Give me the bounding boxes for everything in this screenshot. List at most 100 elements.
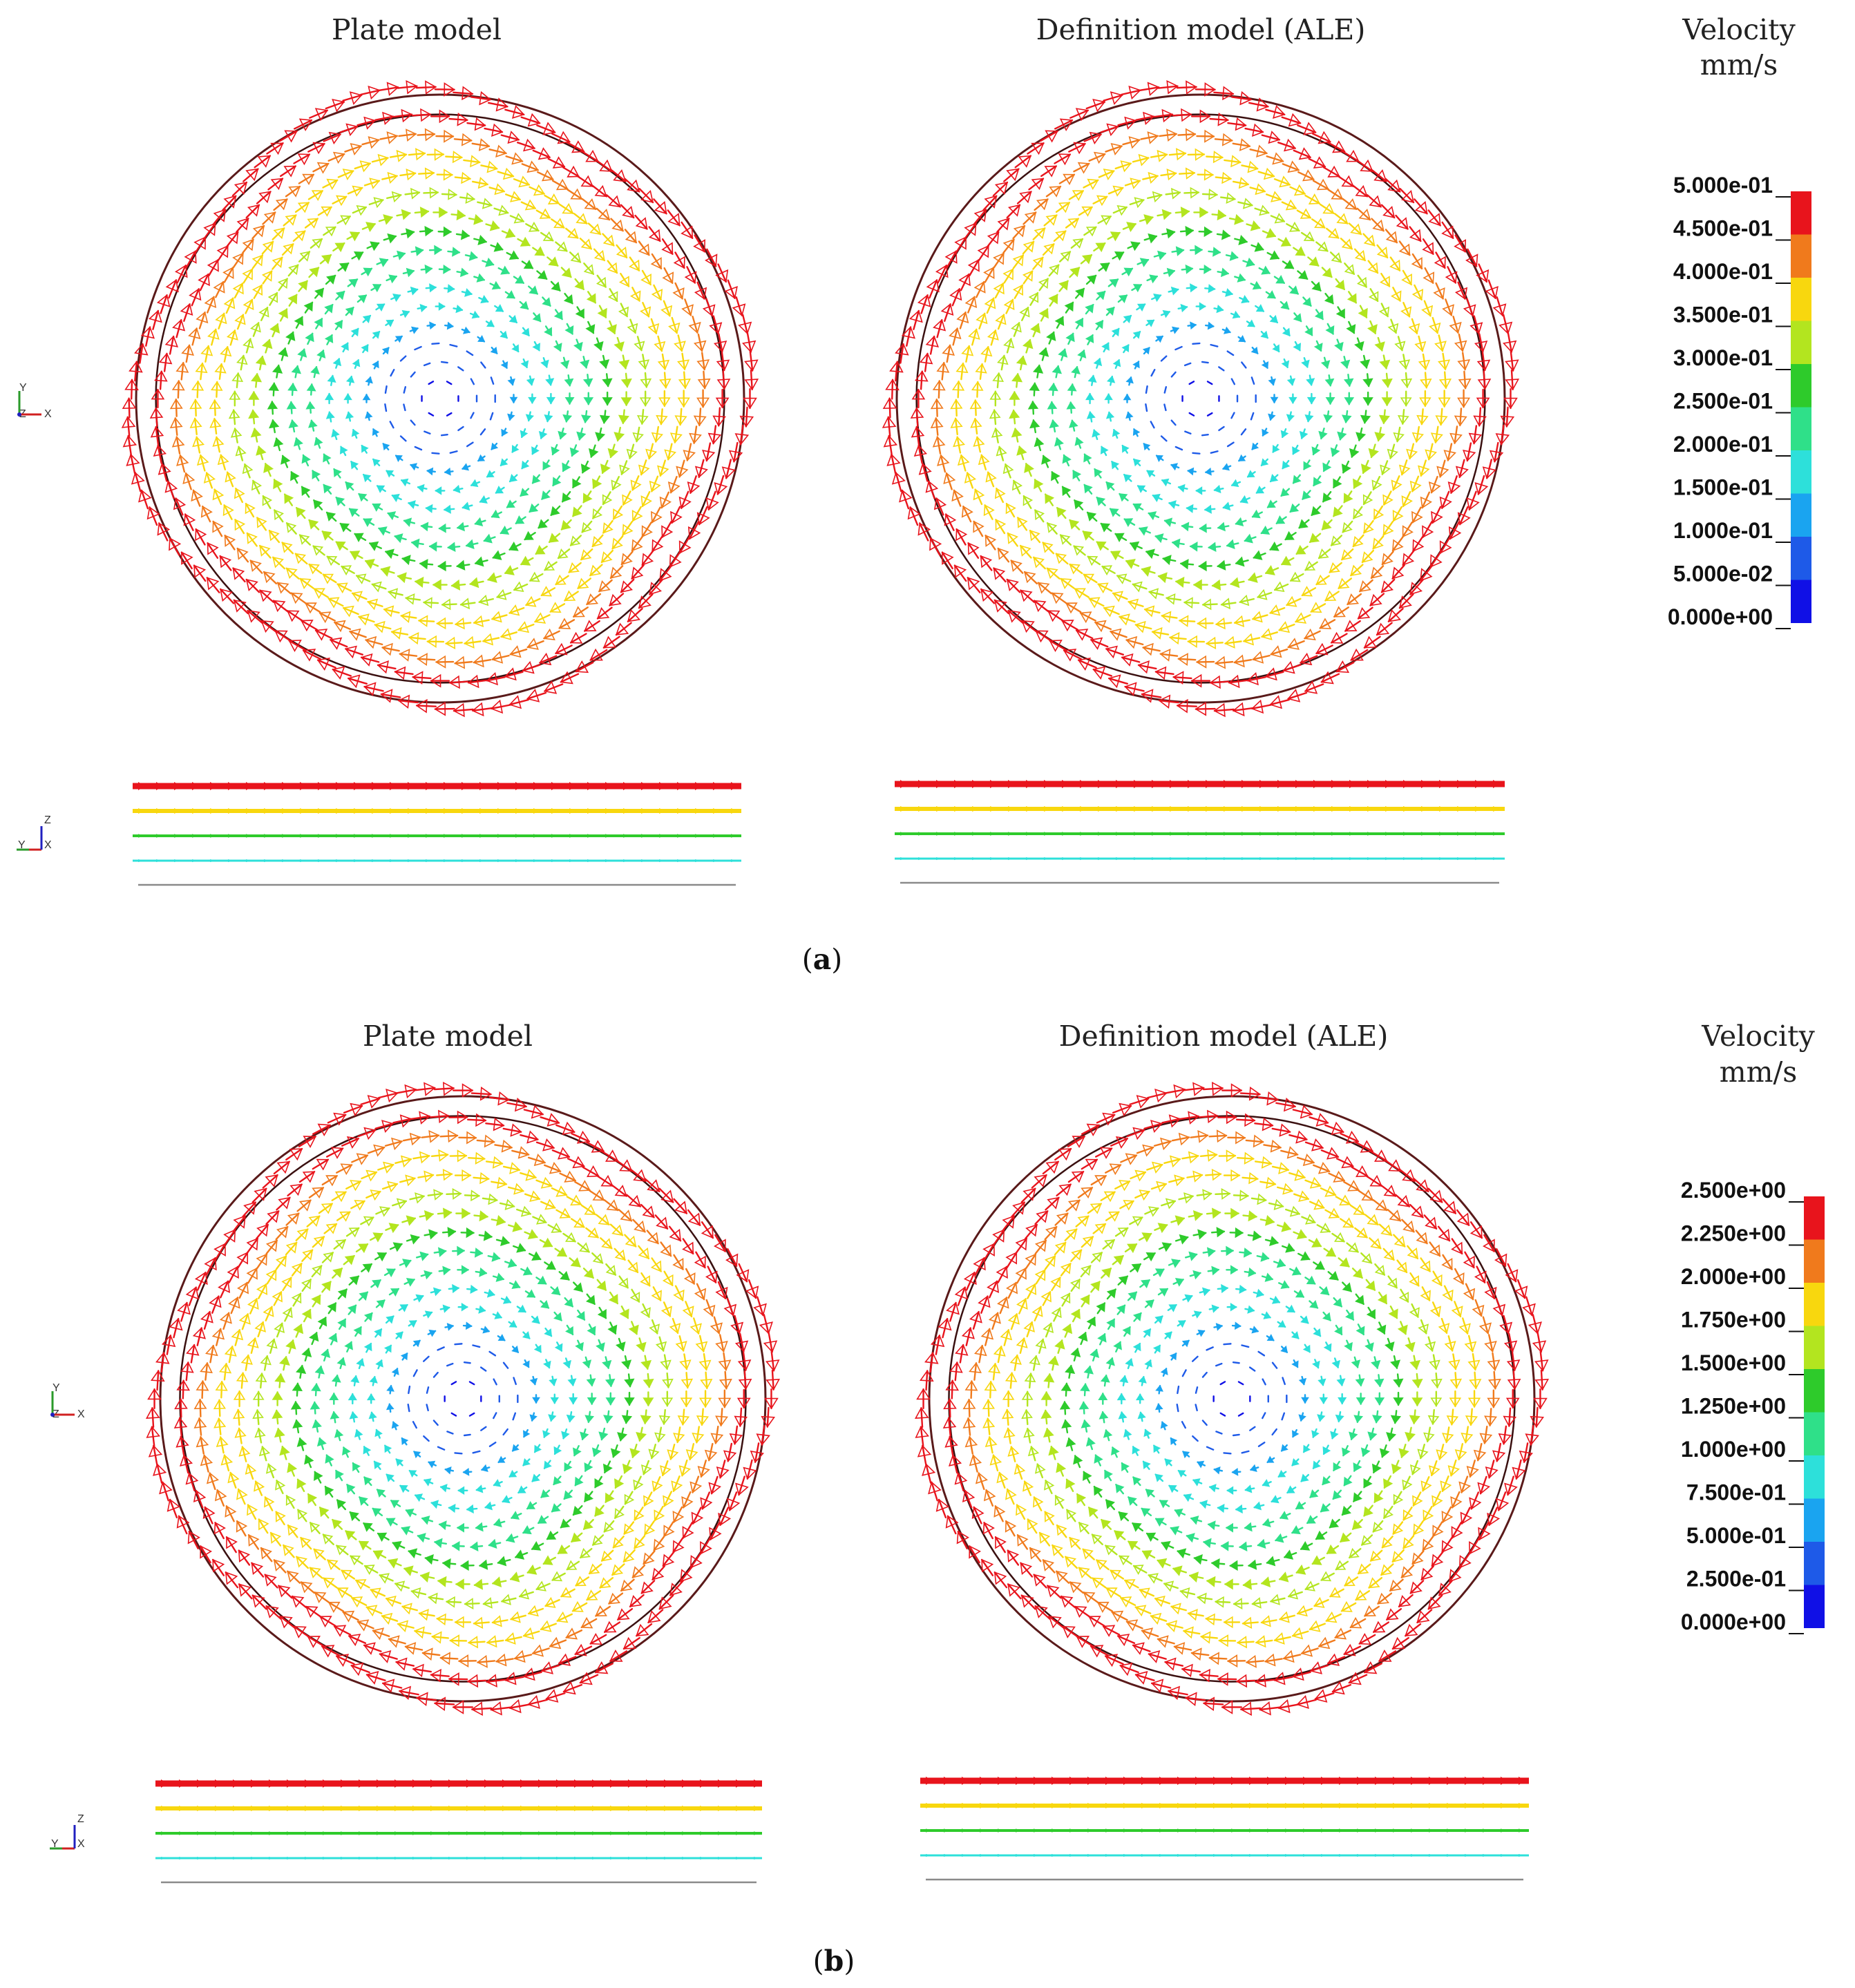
velocity-vector bbox=[298, 173, 315, 185]
velocity-vector bbox=[1042, 1559, 1056, 1574]
velocity-vector bbox=[1168, 148, 1187, 161]
velocity-vector bbox=[351, 1596, 368, 1608]
velocity-vector bbox=[192, 1327, 207, 1346]
velocity-vector bbox=[1096, 541, 1109, 551]
velocity-vector bbox=[639, 390, 651, 407]
velocity-vector bbox=[395, 1331, 403, 1340]
velocity-vector bbox=[279, 1445, 290, 1460]
velocity-vector bbox=[489, 280, 501, 290]
velocity-vector bbox=[567, 1156, 585, 1169]
side-arrowhead bbox=[695, 808, 702, 814]
velocity-vector bbox=[445, 151, 463, 164]
velocity-vector bbox=[1081, 1236, 1094, 1248]
velocity-vector bbox=[961, 505, 973, 523]
velocity-vector bbox=[1029, 1355, 1040, 1371]
velocity-vector bbox=[1224, 635, 1242, 649]
velocity-vector bbox=[1441, 221, 1454, 239]
side-arrowhead bbox=[1483, 1803, 1490, 1808]
velocity-vector bbox=[269, 419, 280, 434]
velocity-vector bbox=[1353, 475, 1363, 489]
velocity-vector bbox=[1242, 1210, 1258, 1222]
velocity-vector bbox=[1431, 1491, 1443, 1507]
velocity-vector bbox=[298, 1136, 316, 1149]
velocity-vector bbox=[1170, 419, 1177, 426]
velocity-vector bbox=[529, 571, 544, 582]
velocity-vector bbox=[475, 1522, 488, 1532]
side-arrowhead bbox=[497, 808, 504, 814]
velocity-vector bbox=[1360, 459, 1371, 475]
velocity-vector bbox=[1055, 202, 1071, 213]
velocity-vector bbox=[1401, 490, 1413, 508]
velocity-vector bbox=[539, 652, 558, 666]
velocity-vector bbox=[468, 1381, 475, 1386]
velocity-vector bbox=[362, 314, 372, 323]
velocity-vector bbox=[1323, 165, 1340, 178]
container-wall bbox=[159, 1095, 767, 1703]
velocity-vector bbox=[983, 267, 995, 283]
side-arrowhead bbox=[556, 1857, 563, 1860]
velocity-vector bbox=[1425, 443, 1438, 461]
side-arrowhead bbox=[936, 780, 943, 788]
velocity-vector bbox=[1329, 1587, 1344, 1598]
velocity-vector bbox=[1423, 1426, 1435, 1443]
velocity-vector bbox=[558, 1270, 570, 1281]
velocity-vector bbox=[524, 1289, 536, 1298]
velocity-vector bbox=[1257, 1538, 1271, 1549]
velocity-vector bbox=[1132, 1446, 1141, 1456]
velocity-vector bbox=[312, 1236, 325, 1248]
side-arrowhead bbox=[377, 1779, 383, 1788]
side-arrowhead bbox=[731, 834, 738, 838]
velocity-vector bbox=[1402, 522, 1414, 538]
velocity-vector bbox=[1297, 122, 1317, 135]
velocity-vector bbox=[557, 548, 571, 560]
velocity-vector bbox=[1249, 183, 1266, 195]
velocity-vector bbox=[246, 1267, 258, 1284]
velocity-vector bbox=[421, 1647, 441, 1661]
side-arrowhead bbox=[944, 1803, 951, 1808]
velocity-vector bbox=[1469, 1491, 1482, 1510]
velocity-vector bbox=[231, 181, 248, 197]
velocity-vector bbox=[366, 241, 380, 251]
velocity-vector bbox=[1181, 1369, 1187, 1377]
velocity-vector bbox=[1230, 378, 1236, 385]
velocity-vector bbox=[1040, 165, 1057, 178]
velocity-vector bbox=[254, 1480, 265, 1496]
velocity-vector bbox=[391, 493, 402, 502]
side-arrowhead bbox=[682, 1806, 689, 1811]
velocity-vector bbox=[1038, 1531, 1051, 1547]
velocity-vector bbox=[614, 1475, 625, 1489]
velocity-vector bbox=[1110, 551, 1124, 561]
velocity-vector bbox=[1017, 517, 1028, 531]
velocity-vector bbox=[1043, 1427, 1054, 1443]
velocity-vector bbox=[1418, 459, 1430, 477]
velocity-vector bbox=[992, 372, 1005, 389]
velocity-vector bbox=[573, 606, 589, 618]
velocity-vector bbox=[1260, 525, 1273, 535]
velocity-vector bbox=[524, 1190, 541, 1202]
side-arrowhead bbox=[300, 782, 307, 790]
velocity-vector bbox=[577, 175, 594, 187]
velocity-vector bbox=[1438, 1317, 1450, 1335]
velocity-vector bbox=[1262, 428, 1269, 437]
side-arrowhead bbox=[1321, 1828, 1328, 1833]
velocity-vector bbox=[638, 1245, 650, 1260]
velocity-vector bbox=[486, 671, 506, 686]
velocity-vector bbox=[1319, 618, 1336, 629]
velocity-vector bbox=[515, 515, 526, 524]
velocity-vector bbox=[636, 1426, 647, 1442]
velocity-vector bbox=[1239, 1248, 1253, 1258]
velocity-vector bbox=[587, 1393, 597, 1406]
velocity-vector bbox=[322, 178, 339, 190]
velocity-vector bbox=[1288, 393, 1297, 404]
velocity-vector bbox=[909, 309, 923, 330]
velocity-vector bbox=[1347, 291, 1358, 304]
velocity-vector bbox=[1409, 475, 1422, 493]
velocity-vector bbox=[1073, 1455, 1083, 1469]
velocity-vector bbox=[1427, 1187, 1443, 1203]
velocity-vector bbox=[212, 436, 225, 453]
velocity-vector bbox=[1437, 1225, 1451, 1242]
velocity-vector bbox=[672, 1536, 685, 1554]
velocity-vector bbox=[1242, 1616, 1259, 1629]
velocity-vector bbox=[1056, 1524, 1067, 1538]
velocity-vector bbox=[408, 631, 426, 645]
